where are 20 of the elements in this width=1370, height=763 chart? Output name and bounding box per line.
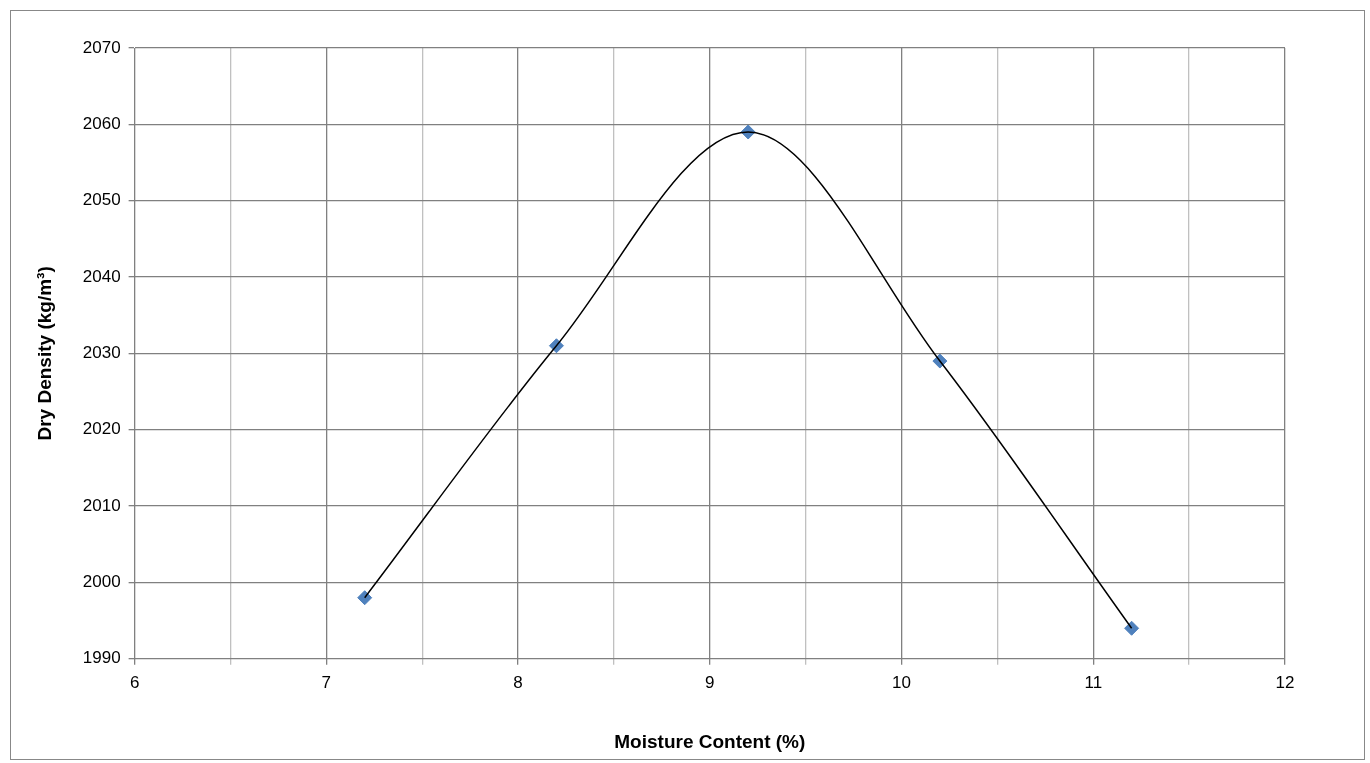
- y-tick-label: 2040: [82, 266, 121, 286]
- x-tick-label: 6: [129, 672, 140, 692]
- point: [357, 590, 373, 606]
- y-axis-title: Dry Density (kg/m³): [33, 266, 55, 441]
- y-tick-label: 1990: [82, 648, 121, 668]
- y-tick-label: 2020: [82, 419, 121, 439]
- x-tick-label: 12: [1275, 672, 1295, 692]
- y-tick-label: 2030: [82, 343, 121, 363]
- x-tick-label: 8: [513, 672, 523, 692]
- x-tick-label: 7: [321, 672, 332, 692]
- y-tick-label: 2010: [82, 495, 121, 515]
- x-tick-label: 9: [705, 672, 715, 692]
- y-tick-label: 2060: [82, 114, 121, 134]
- y-tick-label: 2000: [82, 572, 121, 592]
- y-tick-label: 2050: [82, 190, 121, 210]
- point: [1124, 620, 1140, 636]
- x-tick-label: 10: [892, 672, 911, 692]
- x-axis-title: Moisture Content (%): [614, 730, 806, 752]
- y-tick-label: 2070: [82, 37, 121, 57]
- x-tick-label: 11: [1084, 672, 1103, 692]
